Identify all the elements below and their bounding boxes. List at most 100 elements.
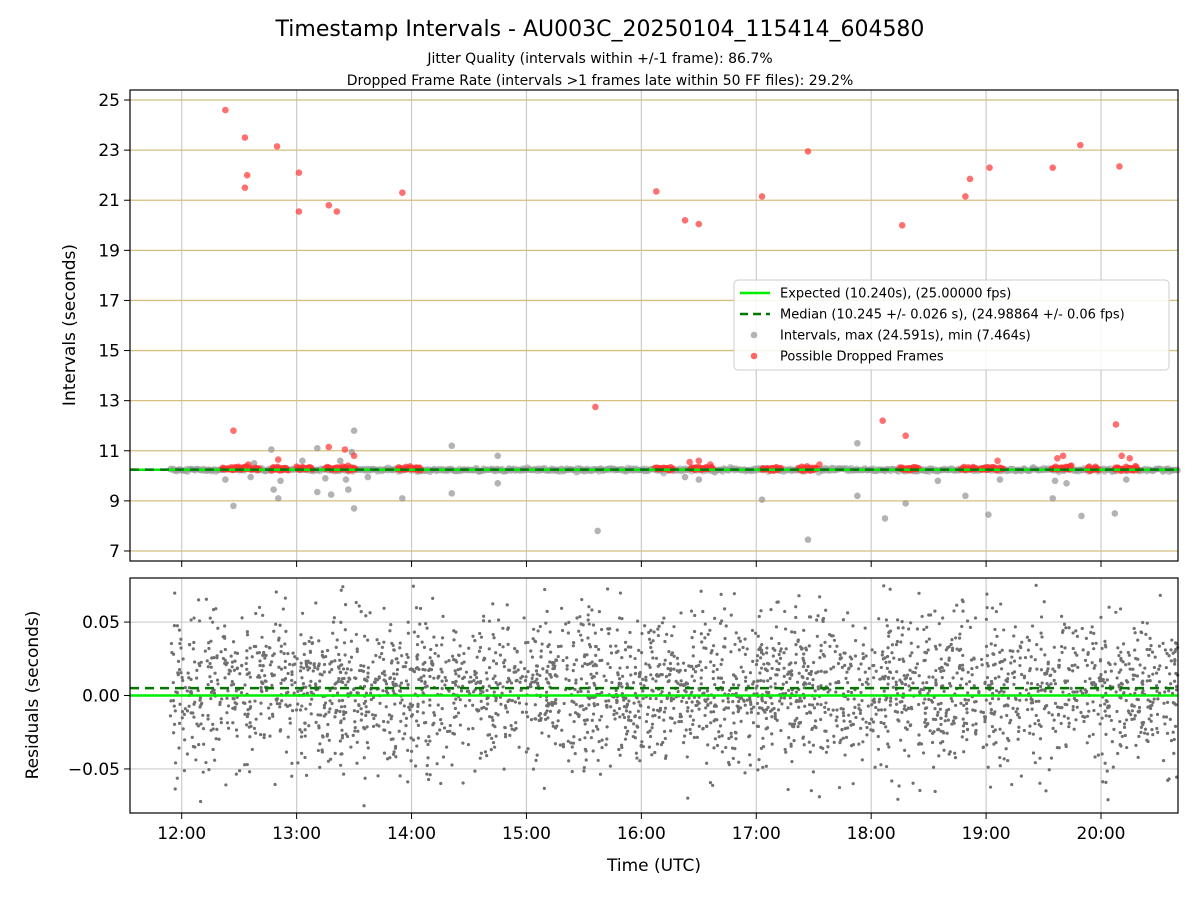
residual-point xyxy=(505,710,510,714)
residual-point xyxy=(529,718,534,722)
residual-point xyxy=(994,609,998,614)
residual-point xyxy=(582,765,586,770)
residual-point xyxy=(643,624,647,628)
residual-point xyxy=(339,705,344,709)
residual-point xyxy=(737,699,741,704)
residuals-axes-frame xyxy=(129,577,1179,814)
residual-point xyxy=(790,673,794,677)
residual-point xyxy=(540,731,544,735)
residual-point xyxy=(290,670,294,674)
residual-point xyxy=(737,760,741,764)
residual-point xyxy=(596,758,600,763)
residual-point xyxy=(813,719,818,723)
residual-point xyxy=(247,770,252,774)
residual-point xyxy=(214,607,218,611)
residual-point xyxy=(482,658,486,662)
residual-point xyxy=(828,688,832,692)
residual-point xyxy=(824,608,828,612)
residual-point xyxy=(706,703,710,707)
residual-point xyxy=(598,718,602,722)
residual-point xyxy=(759,647,763,652)
residual-point xyxy=(939,729,943,733)
residual-point xyxy=(1071,708,1075,712)
residual-point xyxy=(169,699,173,703)
residual-point xyxy=(1117,683,1121,687)
residual-point xyxy=(635,724,639,728)
residual-point xyxy=(1140,691,1144,695)
residual-point xyxy=(610,680,614,685)
residual-point xyxy=(705,689,710,693)
residual-point xyxy=(997,675,1001,679)
residual-point xyxy=(522,667,527,671)
residual-point xyxy=(683,734,687,738)
residual-point xyxy=(574,658,579,662)
residual-point xyxy=(349,745,353,749)
residual-point xyxy=(496,683,500,687)
residual-point xyxy=(788,676,792,681)
residual-point xyxy=(406,620,410,624)
residual-point xyxy=(363,776,367,780)
residual-point xyxy=(901,626,905,630)
residual-point xyxy=(230,660,235,664)
residual-point xyxy=(536,629,540,633)
residual-point xyxy=(727,736,731,741)
residual-point xyxy=(230,665,234,669)
residual-point xyxy=(1110,740,1114,744)
residual-point xyxy=(544,711,548,715)
residual-point xyxy=(526,670,530,674)
residual-point xyxy=(685,755,689,759)
residual-point xyxy=(999,660,1003,664)
residual-point xyxy=(769,607,773,612)
residual-point xyxy=(479,717,483,721)
intervals-y-axis-label: Intervals (seconds) xyxy=(60,244,80,406)
interval-point xyxy=(902,500,909,507)
residual-point xyxy=(633,665,638,669)
residual-point xyxy=(366,675,370,679)
residual-point xyxy=(318,765,322,770)
residual-point xyxy=(1155,712,1160,716)
residual-point xyxy=(857,742,861,746)
residual-point xyxy=(817,795,822,799)
residual-point xyxy=(502,664,507,669)
residual-point xyxy=(914,666,918,670)
residual-point xyxy=(322,714,326,718)
residual-point xyxy=(770,666,774,671)
residual-point xyxy=(711,670,715,674)
residual-point xyxy=(939,669,943,673)
residual-point xyxy=(173,709,177,713)
residual-point xyxy=(359,663,363,668)
residual-point xyxy=(998,755,1002,760)
residual-point xyxy=(818,595,822,599)
residual-point xyxy=(886,682,890,686)
residual-point xyxy=(918,691,922,695)
residual-point xyxy=(433,713,437,717)
residual-point xyxy=(290,761,294,765)
residual-point xyxy=(1128,667,1132,671)
residual-point xyxy=(895,639,899,644)
residual-point xyxy=(972,657,976,661)
residual-point xyxy=(715,652,719,656)
residual-point xyxy=(375,638,379,642)
residual-point xyxy=(1156,697,1160,701)
residual-point xyxy=(426,742,430,747)
residual-point xyxy=(784,750,788,754)
residual-point xyxy=(441,614,445,618)
residual-point xyxy=(377,676,381,680)
residual-point xyxy=(679,611,683,615)
residual-point xyxy=(1124,698,1128,703)
residual-point xyxy=(908,654,912,658)
residual-point xyxy=(948,750,952,754)
residual-point xyxy=(284,703,288,707)
residual-point xyxy=(757,758,761,762)
residual-point xyxy=(292,691,296,695)
residual-point xyxy=(1103,709,1107,713)
residual-point xyxy=(357,604,361,608)
residual-point xyxy=(934,678,938,682)
residual-point xyxy=(825,739,830,743)
residual-point xyxy=(340,698,345,703)
residual-point xyxy=(691,722,695,727)
residual-point xyxy=(431,662,435,666)
residual-point xyxy=(1092,647,1096,651)
residual-point xyxy=(551,724,555,728)
residual-point xyxy=(331,620,336,624)
